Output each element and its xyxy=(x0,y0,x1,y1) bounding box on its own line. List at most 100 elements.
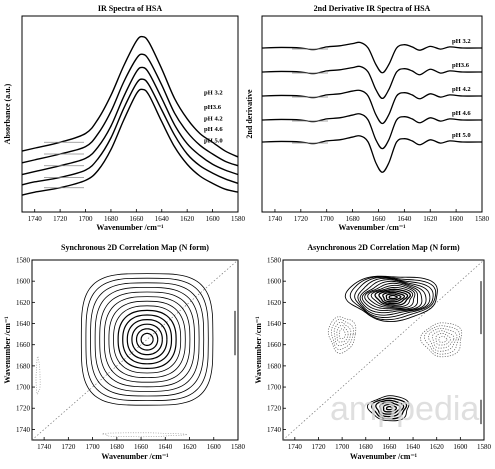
contour-positive xyxy=(370,286,414,308)
contour-level xyxy=(113,305,182,374)
x-axis-label: Wavenumber /cm⁻¹ xyxy=(101,452,169,461)
y-axis-label: Absorbance (a.u.) xyxy=(3,83,12,144)
y-tick-label: 1680 xyxy=(267,362,282,370)
series-line xyxy=(261,113,483,150)
x-tick-label: 1660 xyxy=(134,443,149,451)
contour-faint xyxy=(35,355,41,395)
x-tick-label: 1660 xyxy=(371,215,386,223)
x-tick-label: 1740 xyxy=(288,443,303,451)
y-tick-label: 1580 xyxy=(267,257,282,265)
y-tick-label: 1640 xyxy=(267,320,282,328)
x-tick-label: 1600 xyxy=(207,443,222,451)
contour-level xyxy=(117,309,177,370)
x-tick-label: 1700 xyxy=(79,215,94,223)
x-tick-label: 1620 xyxy=(430,443,445,451)
x-axis-label: Wavenumber /cm⁻¹ xyxy=(338,223,406,232)
series-line xyxy=(261,135,483,173)
series-label: pH 4.6 xyxy=(452,110,471,117)
contour-positive xyxy=(370,397,408,420)
chart-title: IR Spectra of HSA xyxy=(98,4,162,13)
x-tick-label: 1720 xyxy=(294,215,309,223)
x-tick-label: 1620 xyxy=(183,443,198,451)
series-line xyxy=(21,88,239,196)
series-label: pH 4.6 xyxy=(204,126,223,133)
y-tick-label: 1700 xyxy=(16,384,31,392)
x-tick-label: 1720 xyxy=(311,443,326,451)
x-tick-label: 1620 xyxy=(423,215,438,223)
contour-positive xyxy=(344,275,438,322)
contour-positive xyxy=(382,403,398,413)
x-tick-label: 1700 xyxy=(335,443,350,451)
contour-positive xyxy=(359,279,427,314)
chart-panel-2: 2nd Derivative IR Spectra of HSA Wavenumb… xyxy=(245,4,490,232)
y-axis-label: 2nd derivative xyxy=(245,89,254,139)
chart-title: 2nd Derivative IR Spectra of HSA xyxy=(314,4,431,13)
series-label: pH 4.2 xyxy=(452,86,471,93)
contour-positive xyxy=(349,276,437,321)
x-tick-label: 1620 xyxy=(180,215,195,223)
series-label: pH 5.0 xyxy=(204,138,223,145)
contour-positive xyxy=(375,399,405,418)
contour-level xyxy=(131,323,163,356)
contour-positive xyxy=(367,284,416,309)
contour-level xyxy=(80,273,214,406)
x-tick-label: 1700 xyxy=(320,215,335,223)
x-axis-label: Wavenumber /cm⁻¹ xyxy=(96,223,164,232)
contour-negative xyxy=(420,322,463,358)
x-tick-label: 1580 xyxy=(477,443,492,451)
series-line xyxy=(21,78,239,186)
chart-panel-4: Asynchronous 2D Correlation Map (N form)… xyxy=(254,243,492,461)
x-tick-label: 1680 xyxy=(359,443,374,451)
contour-negative xyxy=(435,333,451,346)
x-tick-label: 1580 xyxy=(231,215,246,223)
contour-positive xyxy=(354,276,434,319)
plot-frame xyxy=(31,259,239,441)
plot-frame xyxy=(261,15,483,213)
series-line xyxy=(21,35,239,158)
contour-level xyxy=(140,332,154,347)
contour-positive xyxy=(361,280,423,311)
y-tick-label: 1680 xyxy=(16,362,31,370)
y-tick-label: 1700 xyxy=(267,384,282,392)
contour-positive xyxy=(357,277,431,316)
contour-negative xyxy=(338,328,346,340)
contour-positive xyxy=(379,401,401,415)
y-tick-label: 1600 xyxy=(267,278,282,286)
chart-title: Asynchronous 2D Correlation Map (N form) xyxy=(307,243,460,252)
contour-level xyxy=(94,287,200,392)
series-label: pH3.6 xyxy=(204,104,222,111)
x-tick-label: 1660 xyxy=(382,443,397,451)
contour-positive xyxy=(366,395,410,422)
contour-negative xyxy=(330,318,354,350)
series-label: pH 3.2 xyxy=(204,89,223,96)
series-label: pH 3.2 xyxy=(452,38,471,45)
y-tick-label: 1620 xyxy=(267,299,282,307)
contour-level xyxy=(135,328,159,351)
chart-panel-1: IR Spectra of HSA Wavenumber /cm⁻¹ Absorba… xyxy=(3,4,246,232)
contour-level xyxy=(126,319,168,360)
x-tick-label: 1580 xyxy=(231,443,246,451)
contour-positive xyxy=(378,290,409,305)
diagonal-line xyxy=(282,259,485,441)
y-tick-label: 1720 xyxy=(16,405,31,413)
x-tick-label: 1680 xyxy=(346,215,361,223)
chart-title: Synchronous 2D Correlation Map (N form) xyxy=(61,243,209,252)
y-tick-label: 1640 xyxy=(16,320,31,328)
y-tick-label: 1660 xyxy=(16,341,31,349)
y-tick-label: 1660 xyxy=(267,341,282,349)
series-line xyxy=(261,65,483,100)
contour-positive xyxy=(388,294,398,300)
x-tick-label: 1580 xyxy=(475,215,490,223)
x-tick-label: 1600 xyxy=(453,443,468,451)
series-label: pH3.6 xyxy=(452,62,470,69)
x-tick-label: 1740 xyxy=(28,215,43,223)
x-tick-label: 1640 xyxy=(155,215,170,223)
contour-positive xyxy=(374,288,411,306)
y-tick-label: 1600 xyxy=(16,278,31,286)
contour-level xyxy=(103,296,191,383)
contour-negative xyxy=(438,335,448,343)
contour-level xyxy=(85,277,209,402)
x-tick-label: 1740 xyxy=(268,215,283,223)
plot-frame xyxy=(282,259,485,441)
